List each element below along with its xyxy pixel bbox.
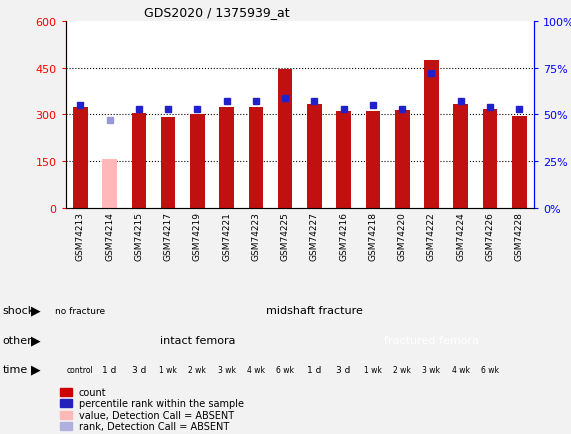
Text: ▶: ▶ xyxy=(31,333,40,346)
Text: 1 wk: 1 wk xyxy=(159,365,177,374)
Text: 3 wk: 3 wk xyxy=(218,365,236,374)
Text: 2 wk: 2 wk xyxy=(188,365,206,374)
Bar xyxy=(482,110,497,209)
Bar xyxy=(60,411,72,419)
Text: control: control xyxy=(67,365,94,374)
Bar xyxy=(424,61,439,209)
Bar xyxy=(190,115,204,209)
Text: 3 d: 3 d xyxy=(336,365,351,374)
Text: 1 wk: 1 wk xyxy=(364,365,382,374)
Text: intact femora: intact femora xyxy=(160,335,235,345)
Bar xyxy=(278,70,292,209)
Text: time: time xyxy=(3,365,28,374)
Text: fractured femora: fractured femora xyxy=(384,335,479,345)
Text: 4 wk: 4 wk xyxy=(452,365,470,374)
Text: 3 wk: 3 wk xyxy=(423,365,440,374)
Text: 1 d: 1 d xyxy=(307,365,321,374)
Bar xyxy=(365,112,380,209)
Bar xyxy=(336,112,351,209)
Text: no fracture: no fracture xyxy=(55,306,106,315)
Bar xyxy=(73,108,87,209)
Text: GDS2020 / 1375939_at: GDS2020 / 1375939_at xyxy=(144,7,290,20)
Text: 6 wk: 6 wk xyxy=(481,365,499,374)
Bar xyxy=(131,114,146,209)
Bar xyxy=(512,117,526,209)
Bar xyxy=(219,108,234,209)
Bar xyxy=(60,388,72,396)
Bar xyxy=(161,118,175,209)
Bar xyxy=(453,104,468,209)
Bar xyxy=(395,111,409,209)
Text: 2 wk: 2 wk xyxy=(393,365,411,374)
Text: value, Detection Call = ABSENT: value, Detection Call = ABSENT xyxy=(79,410,234,420)
Text: ▶: ▶ xyxy=(31,304,40,317)
Text: 6 wk: 6 wk xyxy=(276,365,294,374)
Text: 1 d: 1 d xyxy=(102,365,116,374)
Text: other: other xyxy=(3,335,33,345)
Text: percentile rank within the sample: percentile rank within the sample xyxy=(79,398,244,408)
Text: rank, Detection Call = ABSENT: rank, Detection Call = ABSENT xyxy=(79,421,229,431)
Text: count: count xyxy=(79,387,106,397)
Text: ▶: ▶ xyxy=(31,363,40,376)
Text: shock: shock xyxy=(3,306,35,315)
Text: 4 wk: 4 wk xyxy=(247,365,265,374)
Bar xyxy=(307,105,321,209)
Bar xyxy=(60,399,72,408)
Bar xyxy=(102,160,117,209)
Bar xyxy=(248,108,263,209)
Text: midshaft fracture: midshaft fracture xyxy=(266,306,363,315)
Text: 3 d: 3 d xyxy=(132,365,146,374)
Bar xyxy=(60,422,72,430)
